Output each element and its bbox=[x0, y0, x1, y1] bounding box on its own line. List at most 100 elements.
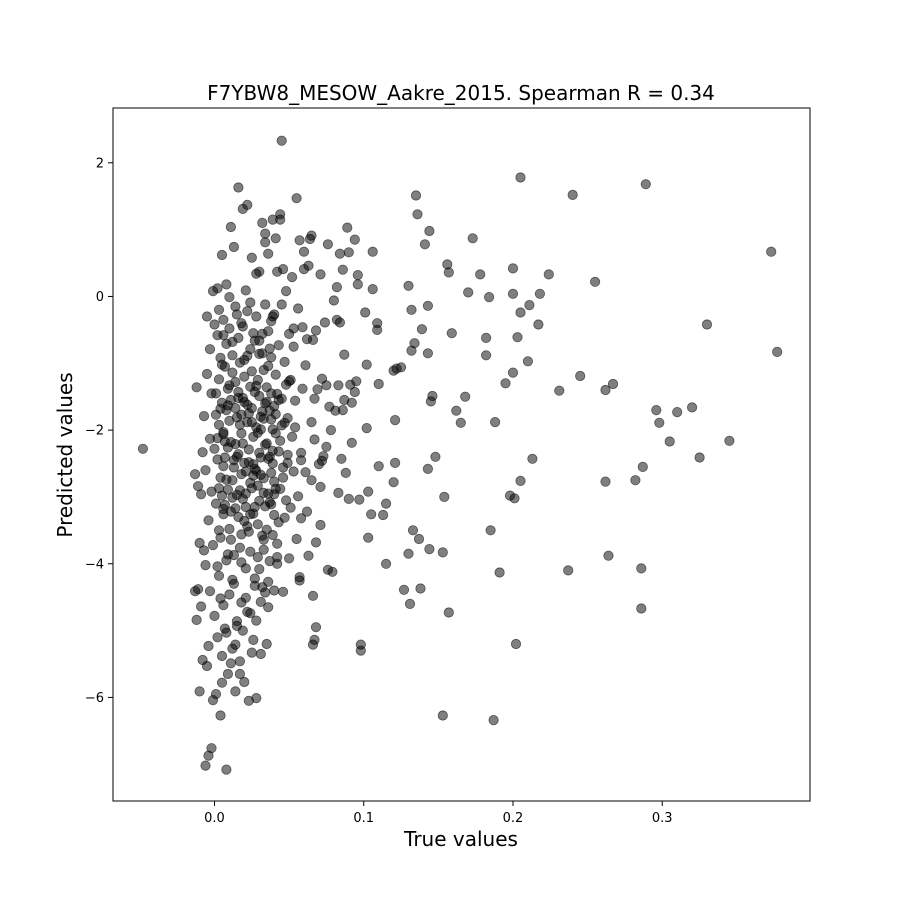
data-point-332 bbox=[212, 561, 223, 572]
data-point-220 bbox=[267, 214, 278, 225]
data-point-79 bbox=[406, 304, 417, 315]
data-point-101 bbox=[363, 532, 374, 543]
data-point-40 bbox=[504, 490, 516, 501]
data-point-237 bbox=[260, 228, 271, 239]
data-point-180 bbox=[291, 533, 302, 545]
chart-title: F7YBW8_MESOW_Aakre_2015. Spearman R = 0.… bbox=[207, 81, 715, 105]
data-point-10 bbox=[651, 404, 662, 416]
data-point-487 bbox=[236, 557, 247, 568]
data-point-97 bbox=[367, 246, 378, 257]
data-point-171 bbox=[297, 383, 308, 394]
data-point-501 bbox=[234, 668, 245, 680]
data-point-16 bbox=[607, 378, 619, 390]
data-point-126 bbox=[334, 248, 345, 259]
data-point-152 bbox=[309, 393, 320, 404]
data-point-174 bbox=[295, 513, 307, 524]
data-point-28 bbox=[527, 453, 538, 464]
data-point-55 bbox=[446, 328, 457, 339]
data-point-461 bbox=[218, 503, 229, 515]
data-point-54 bbox=[451, 405, 462, 416]
data-point-19 bbox=[600, 476, 611, 487]
data-point-485 bbox=[227, 574, 238, 585]
data-point-49 bbox=[475, 269, 486, 280]
data-point-106 bbox=[355, 645, 366, 656]
data-point-181 bbox=[291, 193, 302, 204]
data-point-323 bbox=[216, 677, 228, 688]
data-point-496 bbox=[212, 632, 223, 643]
data-point-341 bbox=[207, 694, 219, 706]
x-tick-label-0: 0.0 bbox=[204, 811, 225, 826]
data-point-497 bbox=[216, 650, 228, 662]
data-point-170 bbox=[297, 322, 308, 333]
data-point-11 bbox=[640, 179, 651, 190]
data-point-504 bbox=[246, 647, 257, 658]
data-point-309 bbox=[224, 291, 235, 303]
points-layer bbox=[137, 135, 783, 775]
data-point-492 bbox=[258, 534, 269, 545]
data-point-339 bbox=[209, 443, 220, 454]
data-point-222 bbox=[267, 424, 278, 435]
data-point-91 bbox=[380, 498, 392, 509]
data-point-48 bbox=[480, 350, 492, 361]
data-point-464 bbox=[218, 314, 229, 325]
data-point-160 bbox=[306, 475, 317, 486]
data-point-472 bbox=[242, 306, 253, 317]
data-point-80 bbox=[404, 598, 416, 610]
data-point-1 bbox=[766, 246, 777, 257]
data-point-14 bbox=[636, 603, 647, 614]
plot-area-frame bbox=[112, 107, 811, 802]
y-tick-label-1: −4 bbox=[85, 557, 104, 572]
data-point-450 bbox=[242, 416, 253, 428]
data-point-243 bbox=[257, 217, 268, 228]
data-point-389 bbox=[236, 428, 247, 439]
data-point-81 bbox=[403, 280, 414, 291]
data-point-44 bbox=[488, 714, 499, 726]
data-point-124 bbox=[336, 453, 347, 464]
data-point-467 bbox=[227, 350, 238, 361]
data-point-306 bbox=[225, 534, 236, 545]
data-point-440 bbox=[267, 445, 278, 456]
data-point-218 bbox=[269, 585, 280, 596]
data-point-159 bbox=[306, 416, 317, 428]
data-point-107 bbox=[354, 494, 365, 505]
data-point-254 bbox=[251, 268, 262, 279]
data-point-69 bbox=[424, 225, 435, 237]
data-point-164 bbox=[301, 334, 313, 345]
data-point-149 bbox=[310, 537, 322, 548]
data-point-132 bbox=[328, 295, 339, 306]
data-point-102 bbox=[361, 359, 372, 370]
data-point-493 bbox=[263, 576, 274, 587]
data-point-217 bbox=[269, 509, 280, 521]
data-point-82 bbox=[403, 548, 414, 559]
data-point-202 bbox=[276, 135, 287, 146]
data-point-235 bbox=[260, 237, 271, 248]
data-point-39 bbox=[507, 263, 519, 274]
data-point-169 bbox=[298, 263, 310, 275]
data-point-393 bbox=[242, 521, 253, 532]
data-point-484 bbox=[222, 549, 233, 560]
data-point-35 bbox=[510, 638, 522, 650]
data-point-498 bbox=[221, 627, 232, 638]
data-point-470 bbox=[236, 318, 247, 329]
data-point-460 bbox=[215, 403, 226, 414]
data-point-295 bbox=[230, 686, 241, 697]
data-point-421 bbox=[283, 376, 295, 387]
data-point-15 bbox=[630, 475, 641, 486]
data-point-123 bbox=[337, 264, 348, 275]
y-tick-label-3: 0 bbox=[96, 290, 104, 305]
data-point-443 bbox=[221, 474, 232, 485]
data-point-377 bbox=[218, 461, 229, 472]
data-point-451 bbox=[245, 509, 256, 520]
data-point-88 bbox=[388, 365, 399, 376]
data-point-111 bbox=[349, 386, 360, 398]
data-point-301 bbox=[227, 367, 238, 378]
data-point-350 bbox=[203, 515, 214, 526]
data-point-364 bbox=[194, 686, 205, 697]
data-point-94 bbox=[373, 461, 384, 472]
data-point-189 bbox=[285, 502, 296, 513]
data-point-147 bbox=[313, 459, 325, 470]
data-point-89 bbox=[388, 477, 399, 488]
data-point-246 bbox=[255, 648, 266, 660]
data-point-87 bbox=[389, 414, 401, 426]
